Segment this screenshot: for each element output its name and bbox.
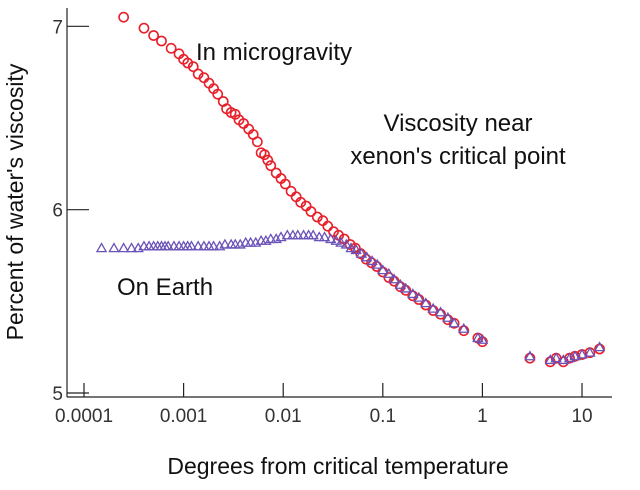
series-triangle bbox=[95, 229, 606, 365]
data-point bbox=[187, 61, 199, 73]
data-point bbox=[550, 352, 562, 363]
data-point bbox=[434, 306, 447, 317]
data-point bbox=[322, 220, 334, 232]
data-point bbox=[383, 267, 395, 278]
data-point bbox=[388, 275, 400, 287]
data-point bbox=[350, 244, 362, 255]
data-point bbox=[355, 247, 368, 258]
x-tick-label: 0.001 bbox=[160, 406, 208, 427]
data-point bbox=[138, 22, 150, 34]
y-tick-label: 7 bbox=[52, 17, 63, 38]
data-point bbox=[420, 297, 432, 308]
data-point bbox=[427, 302, 439, 313]
y-axis-title: Percent of water's viscosity bbox=[2, 63, 28, 340]
annotation-on-earth: On Earth bbox=[117, 274, 213, 301]
data-point bbox=[593, 341, 606, 352]
annotation-title-line2: xenon's critical point bbox=[350, 143, 566, 170]
data-point bbox=[281, 229, 294, 240]
data-point bbox=[279, 178, 291, 190]
data-point bbox=[292, 229, 304, 240]
axes bbox=[66, 8, 612, 398]
data-point bbox=[156, 35, 167, 47]
data-point bbox=[108, 242, 120, 253]
data-point bbox=[394, 281, 406, 293]
x-tick-label: 0.1 bbox=[370, 406, 396, 427]
data-point bbox=[330, 234, 342, 245]
y-tick-label: 5 bbox=[52, 384, 63, 405]
data-point bbox=[458, 322, 470, 333]
data-point bbox=[162, 240, 174, 251]
data-point bbox=[311, 211, 323, 223]
data-point bbox=[569, 350, 581, 361]
annotation-microgravity: In microgravity bbox=[196, 39, 352, 66]
data-point bbox=[270, 233, 282, 244]
data-point bbox=[325, 233, 337, 244]
data-point bbox=[371, 258, 384, 269]
x-tick-label: 0.01 bbox=[265, 406, 302, 427]
data-point bbox=[318, 231, 331, 242]
data-point bbox=[377, 264, 389, 275]
data-point bbox=[295, 196, 307, 208]
data-point bbox=[594, 343, 605, 355]
data-point bbox=[260, 234, 272, 245]
data-point bbox=[182, 57, 194, 69]
data-point bbox=[118, 11, 130, 23]
data-point bbox=[345, 242, 357, 253]
data-point bbox=[335, 236, 347, 247]
data-point bbox=[262, 154, 274, 166]
data-point bbox=[413, 291, 425, 302]
data-point bbox=[265, 160, 277, 172]
data-point bbox=[366, 255, 378, 266]
x-tick-label: 10 bbox=[571, 406, 592, 427]
data-point bbox=[524, 352, 536, 364]
data-point bbox=[251, 136, 263, 148]
data-point bbox=[307, 229, 319, 240]
data-point bbox=[125, 242, 138, 253]
data-point bbox=[259, 149, 270, 161]
data-point bbox=[584, 346, 596, 357]
data-point bbox=[388, 273, 400, 284]
data-point bbox=[442, 311, 454, 322]
y-tick-label: 6 bbox=[52, 201, 63, 222]
data-point bbox=[148, 30, 160, 41]
x-axis-title: Degrees from critical temperature bbox=[167, 453, 508, 479]
annotation-title-line1: Viscosity near bbox=[384, 110, 533, 137]
data-point bbox=[524, 350, 536, 361]
data-point bbox=[413, 294, 425, 305]
data-point bbox=[192, 68, 204, 80]
data-point bbox=[185, 240, 198, 251]
data-point bbox=[400, 282, 412, 293]
data-point bbox=[192, 240, 204, 251]
data-point bbox=[420, 299, 432, 311]
y-ticks: 5 6 7 bbox=[52, 17, 89, 405]
data-point bbox=[265, 233, 277, 244]
data-point bbox=[435, 308, 446, 320]
x-ticks: 0.0001 0.001 0.01 0.1 1 10 bbox=[55, 383, 593, 427]
data-point bbox=[305, 206, 317, 217]
data-point bbox=[285, 185, 297, 197]
data-point bbox=[458, 325, 470, 337]
x-tick-label: 1 bbox=[477, 406, 488, 427]
data-point bbox=[165, 42, 177, 54]
data-point bbox=[448, 317, 460, 328]
data-point bbox=[407, 288, 419, 299]
data-point bbox=[472, 332, 484, 343]
data-point bbox=[207, 240, 220, 251]
series-circle bbox=[118, 11, 605, 368]
data-point bbox=[400, 284, 412, 296]
data-point bbox=[576, 348, 588, 359]
data-series bbox=[95, 11, 606, 368]
data-point bbox=[95, 242, 108, 253]
data-point bbox=[117, 242, 130, 253]
data-point bbox=[361, 251, 373, 262]
data-point bbox=[212, 88, 224, 100]
data-point bbox=[340, 238, 353, 249]
data-point bbox=[394, 278, 407, 289]
data-point bbox=[476, 333, 489, 344]
data-point bbox=[219, 238, 231, 249]
x-tick-label: 0.0001 bbox=[55, 406, 113, 427]
